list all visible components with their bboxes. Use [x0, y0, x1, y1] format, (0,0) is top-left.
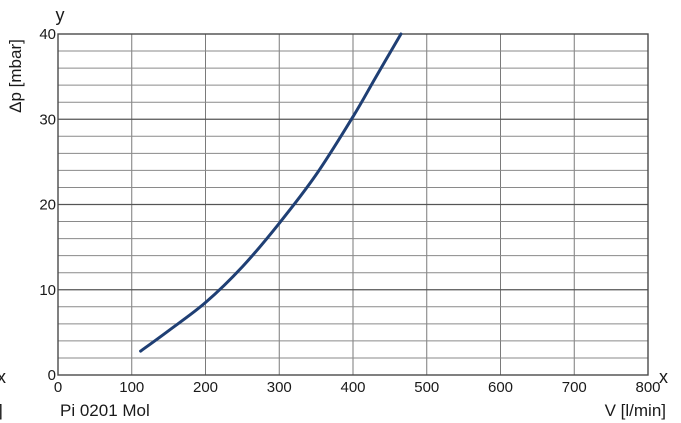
chart-annotation: Pi 0201 Mol — [60, 401, 150, 420]
y-tick-label: 40 — [39, 26, 56, 43]
y-tick-label: 0 — [48, 367, 56, 384]
y-tick-label: 20 — [39, 197, 56, 214]
x-tick-label: 800 — [635, 379, 660, 396]
x-tick-label: 0 — [54, 379, 62, 396]
x-tick-labels: 0 100 200 300 400 500 600 700 800 — [54, 379, 661, 396]
x-axis-label: V [l/min] — [605, 401, 666, 420]
plot-border — [57, 33, 649, 376]
edge-bracket-left: ] — [0, 401, 3, 420]
series-line — [139, 32, 403, 353]
plot-frame — [57, 33, 649, 376]
x-tick-label: 300 — [267, 379, 292, 396]
y-tick-label: 30 — [39, 111, 56, 128]
x-tick-label: 500 — [414, 379, 439, 396]
y-axis-letter: y — [56, 5, 65, 25]
x-tick-label: 100 — [119, 379, 144, 396]
series-layer — [139, 32, 403, 353]
y-tick-label: 10 — [39, 282, 56, 299]
x-tick-label: 700 — [562, 379, 587, 396]
y-tick-labels: 0 10 20 30 40 — [39, 26, 56, 384]
grid — [58, 34, 648, 375]
x-tick-label: 200 — [193, 379, 218, 396]
y-axis-label: Δp [mbar] — [6, 39, 25, 113]
edge-letter-left: x — [0, 367, 6, 387]
x-tick-label: 400 — [340, 379, 365, 396]
x-tick-label: 600 — [488, 379, 513, 396]
x-axis-letter: x — [659, 367, 668, 387]
